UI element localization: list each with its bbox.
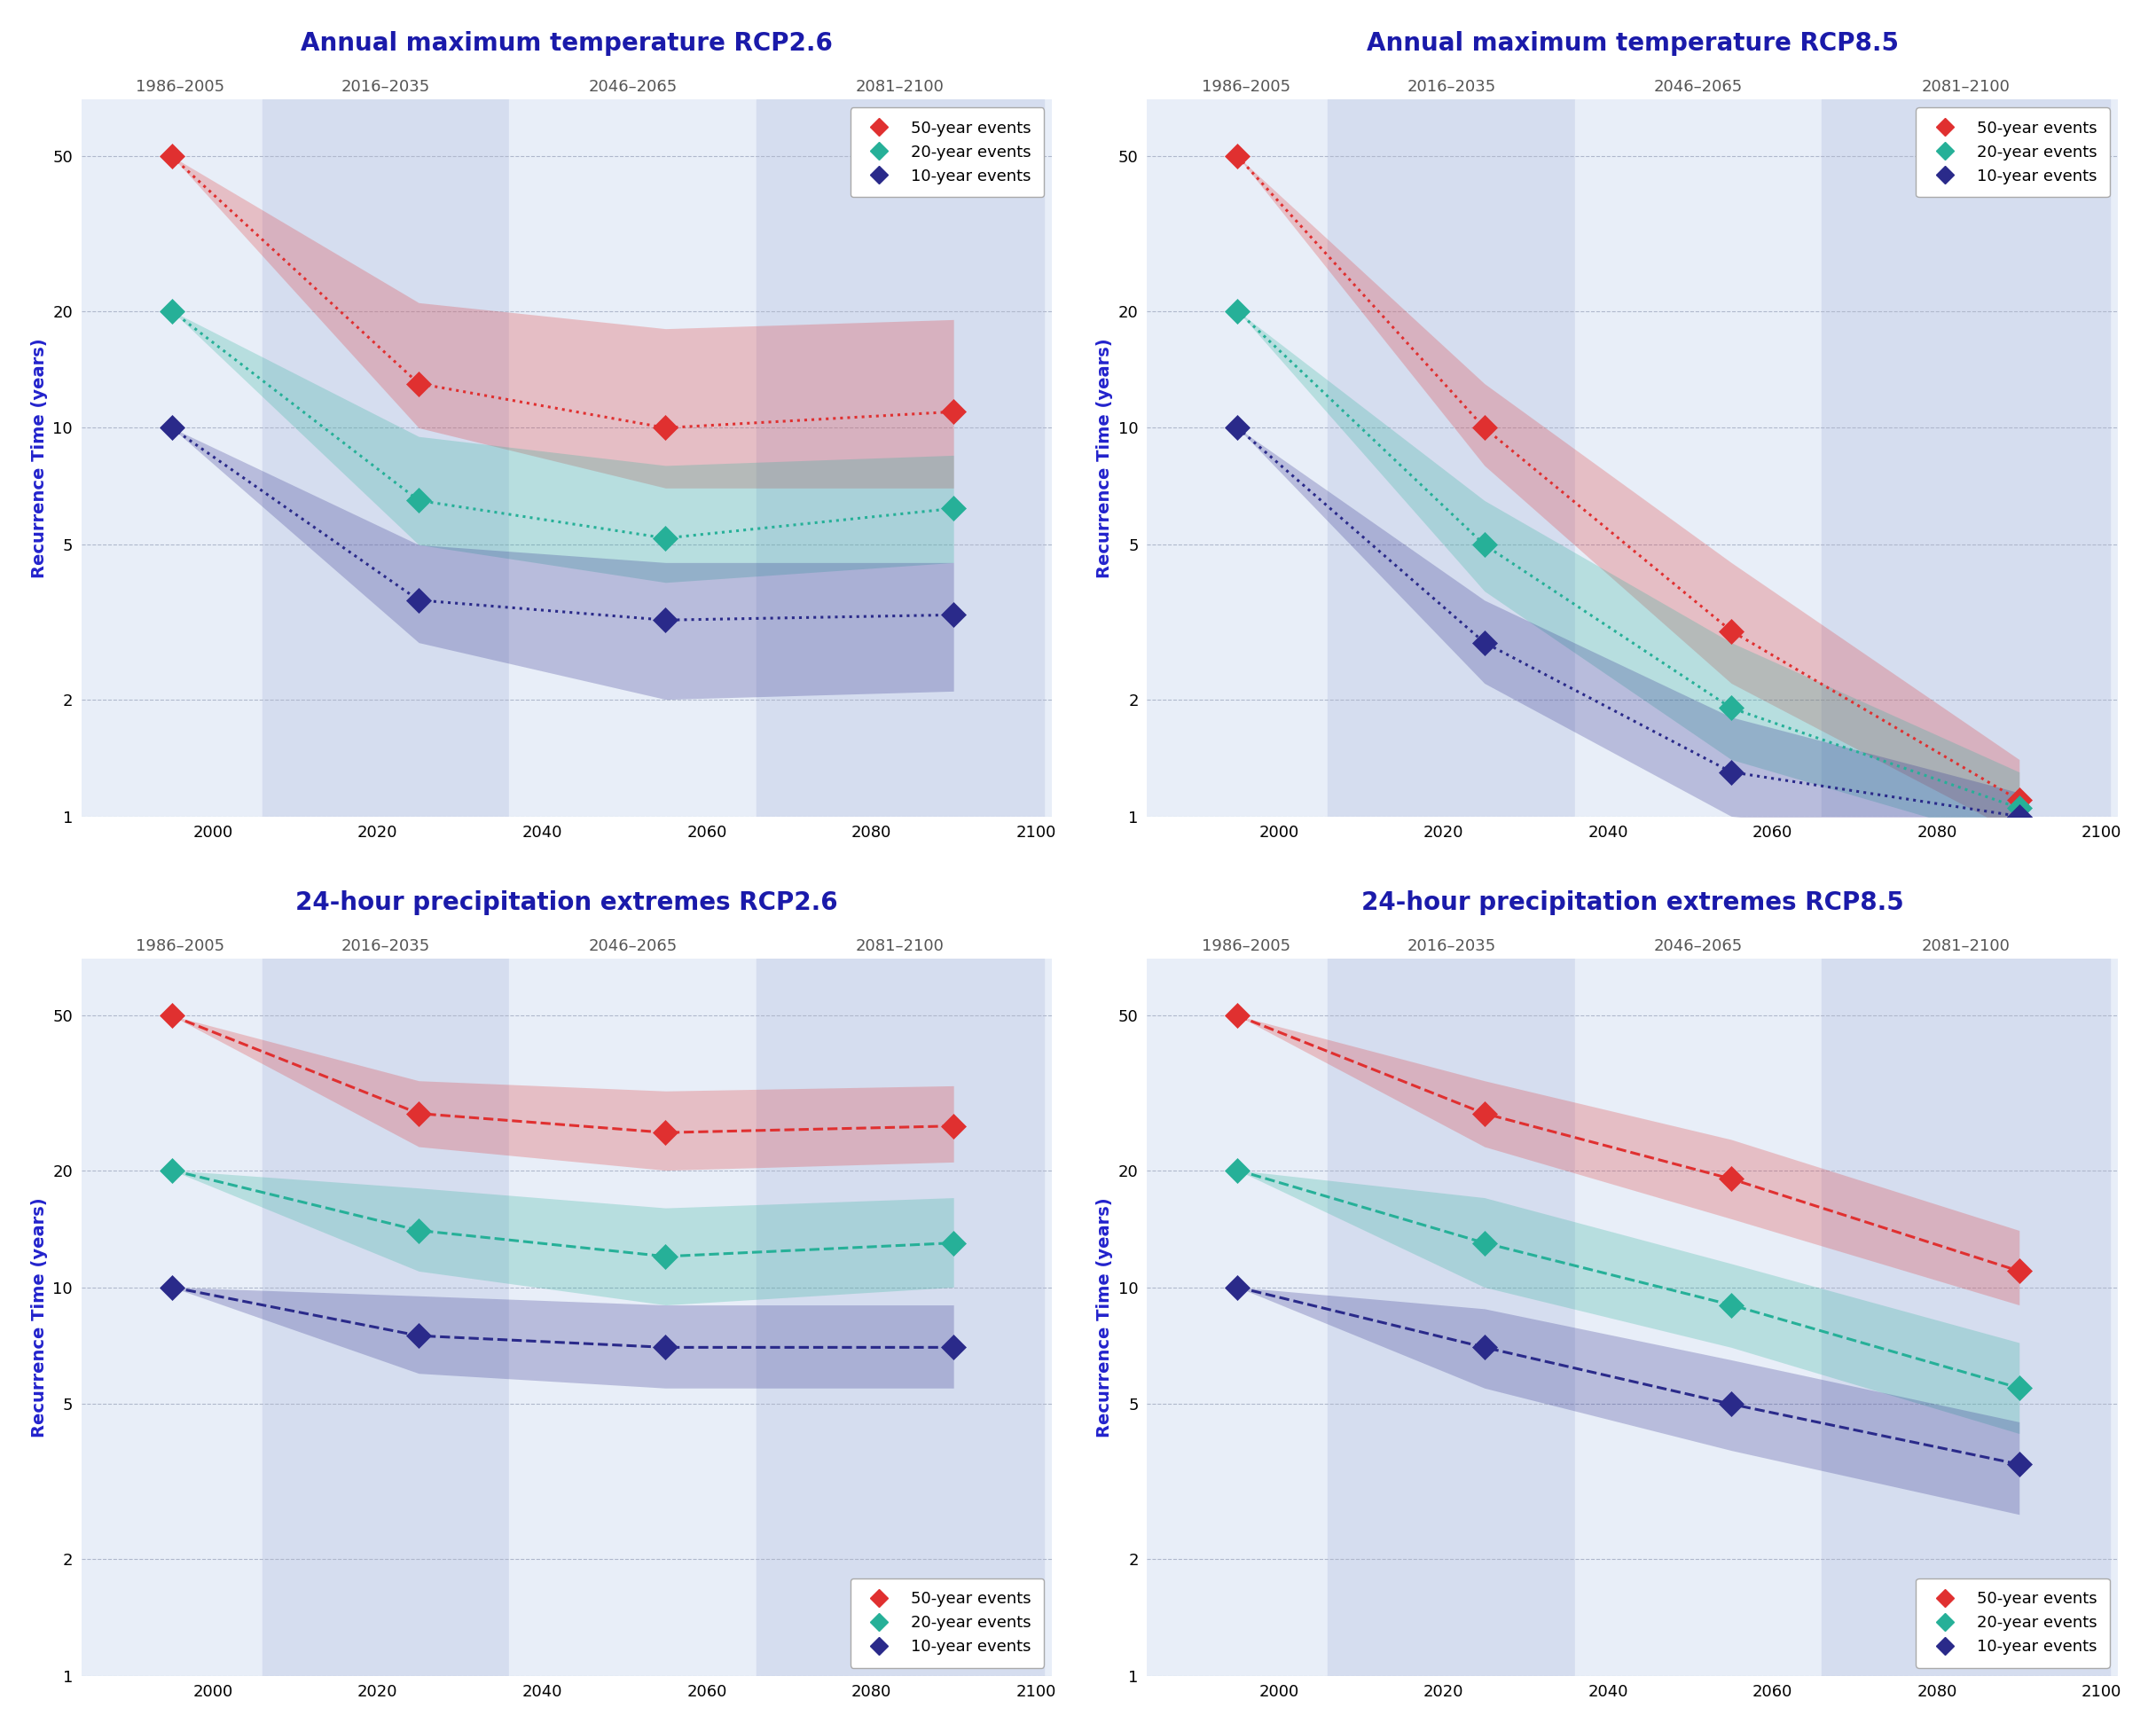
Bar [509,100,757,817]
Title: 24-hour precipitation extremes RCP8.5: 24-hour precipitation extremes RCP8.5 [1360,890,1904,916]
Bar [1328,100,1574,817]
Title: 24-hour precipitation extremes RCP2.6: 24-hour precipitation extremes RCP2.6 [295,890,839,916]
Bar [757,100,1044,817]
Bar [509,959,757,1676]
Bar [1574,959,1822,1676]
Y-axis label: Recurrence Time (years): Recurrence Time (years) [30,1198,47,1437]
Bar [1822,959,2111,1676]
Legend: 50-year events, 20-year events, 10-year events: 50-year events, 20-year events, 10-year … [1917,1579,2111,1667]
Bar [1822,100,2111,817]
Title: Annual maximum temperature RCP8.5: Annual maximum temperature RCP8.5 [1367,31,1899,55]
Bar [1164,100,1328,817]
Legend: 50-year events, 20-year events, 10-year events: 50-year events, 20-year events, 10-year … [849,1579,1044,1667]
Bar [757,959,1044,1676]
Bar [1328,959,1574,1676]
Bar [1164,959,1328,1676]
Bar [1574,100,1822,817]
Bar [263,100,509,817]
Legend: 50-year events, 20-year events, 10-year events: 50-year events, 20-year events, 10-year … [1917,107,2111,197]
Legend: 50-year events, 20-year events, 10-year events: 50-year events, 20-year events, 10-year … [849,107,1044,197]
Bar [263,959,509,1676]
Bar [97,100,263,817]
Y-axis label: Recurrence Time (years): Recurrence Time (years) [30,338,47,578]
Y-axis label: Recurrence Time (years): Recurrence Time (years) [1097,1198,1112,1437]
Bar [97,959,263,1676]
Title: Annual maximum temperature RCP2.6: Annual maximum temperature RCP2.6 [302,31,832,55]
Y-axis label: Recurrence Time (years): Recurrence Time (years) [1097,338,1112,578]
